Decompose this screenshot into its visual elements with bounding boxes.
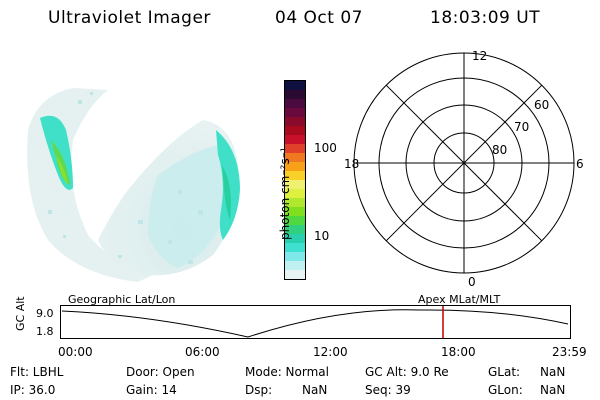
colorbar-segment: [285, 126, 305, 136]
timeline-tick-1800: 18:00: [441, 345, 476, 359]
status-glon-label: GLon:: [488, 383, 523, 397]
polar-grid: 12 0 18 6 60 70 80: [344, 49, 584, 289]
timeline-tick-2359: 23:59: [552, 345, 587, 359]
colorbar-segment: [285, 252, 305, 262]
colorbar-segment: [285, 243, 305, 253]
mlt-label-6: 6: [576, 157, 584, 171]
colorbar-segment: [285, 189, 305, 199]
colorbar-segment: [285, 198, 305, 208]
status-gc-alt: GC Alt: 9.0 Re: [365, 365, 449, 379]
colorbar-segment: [285, 99, 305, 109]
colorbar-unit-label: photon cm⁻²s⁻¹: [278, 147, 292, 240]
timeline-plot: [60, 305, 571, 339]
mlt-label-18: 18: [344, 157, 359, 171]
timeline-y-axis-label: GC Alt: [14, 296, 27, 331]
colorbar-segment: [285, 261, 305, 271]
mlt-label-0: 0: [468, 275, 476, 289]
colorbar-segment: [285, 171, 305, 181]
timeline-tick-1200: 12:00: [313, 345, 348, 359]
colorbar-segment: [285, 144, 305, 154]
colorbar: [284, 80, 306, 280]
timeline-right-title: Apex MLat/MLT: [418, 293, 501, 306]
status-glon-value: NaN: [540, 383, 566, 397]
status-glat-value: NaN: [540, 365, 566, 379]
timeline-tick-0000: 00:00: [58, 345, 93, 359]
status-ip: IP: 36.0: [10, 383, 56, 397]
timeline-y-min: 1.8: [36, 325, 54, 338]
colorbar-segment: [285, 180, 305, 190]
colorbar-segment: [285, 216, 305, 226]
mlt-label-12: 12: [472, 49, 487, 63]
colorbar-segment: [285, 225, 305, 235]
colorbar-tick-100: 100: [314, 141, 337, 155]
colorbar-segment: [285, 108, 305, 118]
timeline-tick-0600: 06:00: [185, 345, 220, 359]
uv-auroral-image: [27, 88, 240, 282]
lat-label-70: 70: [514, 120, 529, 134]
status-mode: Mode: Normal: [245, 365, 329, 379]
time-label: 18:03:09 UT: [430, 8, 541, 28]
altitude-curve: [61, 309, 569, 338]
colorbar-segment: [285, 207, 305, 217]
colorbar-segment: [285, 153, 305, 163]
status-door: Door: Open: [126, 365, 195, 379]
status-filter: Flt: LBHL: [10, 365, 64, 379]
lat-label-80: 80: [492, 143, 507, 157]
instrument-title: Ultraviolet Imager: [48, 8, 211, 28]
colorbar-tick-10: 10: [314, 229, 330, 243]
colorbar-segment: [285, 135, 305, 145]
status-dsp-label: Dsp:: [245, 383, 273, 397]
timeline-y-max: 9.0: [36, 307, 54, 320]
status-dsp-value: NaN: [302, 383, 328, 397]
timeline-left-title: Geographic Lat/Lon: [68, 293, 176, 306]
colorbar-segment: [285, 117, 305, 127]
status-seq: Seq: 39: [365, 383, 411, 397]
colorbar-frame: [284, 80, 306, 280]
date-label: 04 Oct 07: [275, 8, 363, 28]
timeline-frame: [60, 305, 571, 339]
status-glat-label: GLat:: [488, 365, 521, 379]
colorbar-segment: [285, 270, 305, 280]
status-gain: Gain: 14: [126, 383, 177, 397]
lat-label-60: 60: [534, 98, 549, 112]
colorbar-segment: [285, 234, 305, 244]
colorbar-segment: [285, 81, 305, 91]
colorbar-segment: [285, 162, 305, 172]
colorbar-segment: [285, 90, 305, 100]
